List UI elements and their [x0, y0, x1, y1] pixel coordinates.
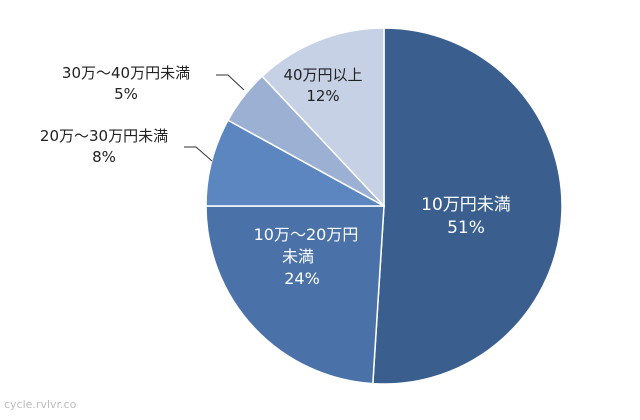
leader-line — [184, 146, 213, 162]
leader-lines — [184, 74, 245, 162]
pie-slices — [205, 27, 563, 385]
pie-slice — [372, 27, 563, 385]
pie-slice — [205, 119, 385, 207]
slice-value-label: 51% — [447, 218, 485, 238]
slice-category-label: 20万〜30万円未満 — [40, 127, 168, 145]
slice-category-label: 未満 — [282, 247, 314, 266]
slice-value-label: 8% — [92, 148, 116, 166]
slice-category-label: 10万〜20万円 — [254, 225, 359, 244]
pie-slice — [205, 205, 385, 385]
slice-value-label: 12% — [306, 87, 339, 105]
slice-value-label: 5% — [114, 85, 138, 103]
slice-value-label: 24% — [284, 269, 320, 288]
slice-category-label: 40万円以上 — [283, 66, 362, 84]
slice-category-label: 10万円未満 — [421, 195, 511, 215]
slice-category-label: 30万〜40万円未満 — [62, 64, 190, 82]
leader-line — [216, 74, 245, 91]
pie-slice — [261, 27, 385, 208]
watermark-text: cycle.rvlvr.co — [4, 398, 77, 411]
